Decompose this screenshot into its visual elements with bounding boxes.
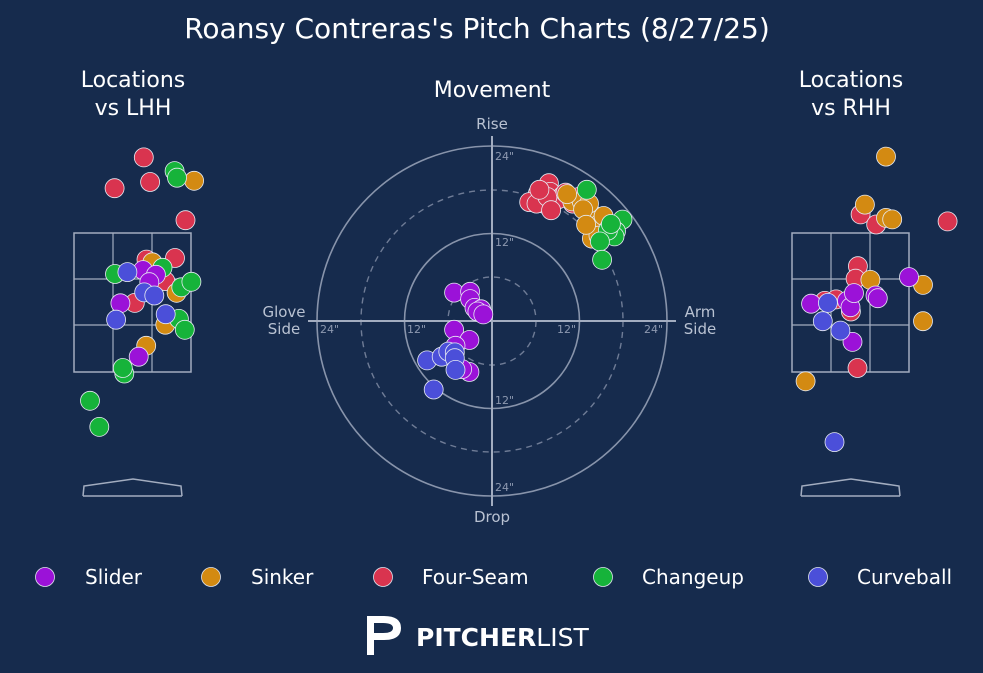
movement-panel: Rise Drop Glove Side Arm Side 24" 12" 12… <box>262 115 716 526</box>
pitch-point-changeup <box>181 271 202 292</box>
pitcherlist-logo-icon <box>367 616 401 655</box>
ring-label-down-24: 24" <box>495 481 514 494</box>
pitch-point-curveball <box>155 304 176 325</box>
axis-label-glove-side-2: Side <box>268 320 300 338</box>
pitch-point-slider <box>844 283 864 304</box>
pitch-point-four-seam <box>529 179 550 200</box>
legend: Slider Sinker Four-Seam Changeup Curveba… <box>35 565 952 589</box>
pitch-point-four-seam <box>937 211 958 232</box>
pitch-point-curveball <box>830 320 851 341</box>
lhh-location-panel <box>73 147 205 497</box>
legend-label-curveball: Curveball <box>857 565 952 589</box>
axis-label-arm-side-2: Side <box>684 320 716 338</box>
lhh-title-line2: vs LHH <box>95 96 172 121</box>
legend-label-slider: Slider <box>85 565 143 589</box>
pitcherlist-logo: PITCHERLIST <box>367 616 589 655</box>
pitch-point-sinker <box>184 170 205 191</box>
pitch-point-slider <box>899 267 919 288</box>
legend-marker-slider <box>35 567 55 587</box>
pitch-point-changeup <box>590 231 610 252</box>
pitch-point-sinker <box>882 209 903 230</box>
pitch-point-slider <box>128 346 149 367</box>
rhh-location-panel <box>791 146 958 497</box>
pitch-point-sinker <box>576 214 596 235</box>
axis-label-drop: Drop <box>474 508 510 526</box>
axis-label-rise: Rise <box>476 115 508 133</box>
rhh-points <box>795 146 958 453</box>
rhh-title-line2: vs RHH <box>811 96 891 121</box>
pitch-point-four-seam <box>175 210 196 231</box>
brand-name-light: LIST <box>536 623 589 652</box>
pitch-point-curveball <box>818 292 838 313</box>
pitch-point-sinker <box>913 311 933 332</box>
home-plate <box>82 478 183 497</box>
pitch-point-four-seam <box>140 172 161 192</box>
pitch-point-four-seam <box>847 358 868 378</box>
pitch-point-four-seam <box>104 178 125 199</box>
movement-title: Movement <box>434 78 551 103</box>
lhh-points <box>80 147 205 437</box>
pitch-point-changeup <box>80 390 100 411</box>
pitch-point-slider <box>473 304 494 325</box>
pitch-point-four-seam <box>541 200 561 221</box>
pitch-point-sinker <box>557 184 577 205</box>
home-plate <box>800 478 901 497</box>
pitch-point-changeup <box>89 416 110 437</box>
legend-label-sinker: Sinker <box>251 565 314 589</box>
axis-label-glove-side-1: Glove <box>262 303 305 321</box>
ring-label-right-24: 24" <box>644 323 663 336</box>
pitch-point-curveball <box>812 311 833 332</box>
ring-label-up-24: 24" <box>495 150 514 163</box>
rhh-title-line1: Locations <box>799 68 904 93</box>
pitch-point-curveball <box>106 309 126 330</box>
lhh-title-line1: Locations <box>81 68 186 93</box>
pitch-point-slider <box>801 293 821 314</box>
pitch-point-slider <box>867 288 888 309</box>
brand-name-bold: PITCHER <box>416 623 536 652</box>
pitch-point-curveball <box>824 432 845 453</box>
legend-marker-curveball <box>808 567 828 587</box>
brand-name: PITCHERLIST <box>416 623 589 652</box>
axis-label-arm-side-1: Arm <box>685 303 716 321</box>
pitch-point-changeup <box>167 167 187 188</box>
pitch-point-slider <box>110 293 131 314</box>
movement-points <box>417 173 633 400</box>
ring-label-up-12: 12" <box>495 236 514 249</box>
legend-marker-sinker <box>201 567 221 587</box>
chart-title: Roansy Contreras's Pitch Charts (8/27/25… <box>184 12 770 45</box>
legend-label-four-seam: Four-Seam <box>422 565 529 589</box>
legend-marker-changeup <box>593 567 613 587</box>
pitch-point-changeup <box>592 249 612 270</box>
legend-marker-four-seam <box>373 567 393 587</box>
pitch-point-changeup <box>601 214 621 234</box>
legend-label-changeup: Changeup <box>642 565 744 589</box>
pitch-point-sinker <box>795 371 816 392</box>
pitch-point-changeup <box>112 358 133 378</box>
pitch-point-curveball <box>117 262 138 283</box>
pitch-point-sinker <box>876 146 896 167</box>
pitch-point-curveball <box>423 379 444 400</box>
ring-label-down-12: 12" <box>495 394 514 407</box>
ring-label-right-12: 12" <box>557 323 576 336</box>
pitch-point-changeup <box>576 179 597 200</box>
ring-label-left-12: 12" <box>407 323 426 336</box>
pitch-point-curveball <box>445 359 466 380</box>
pitch-point-curveball <box>144 285 165 306</box>
pitch-point-four-seam <box>133 147 154 168</box>
pitch-point-changeup <box>174 319 195 340</box>
pitch-point-sinker <box>855 194 875 215</box>
ring-label-left-24: 24" <box>320 323 339 336</box>
